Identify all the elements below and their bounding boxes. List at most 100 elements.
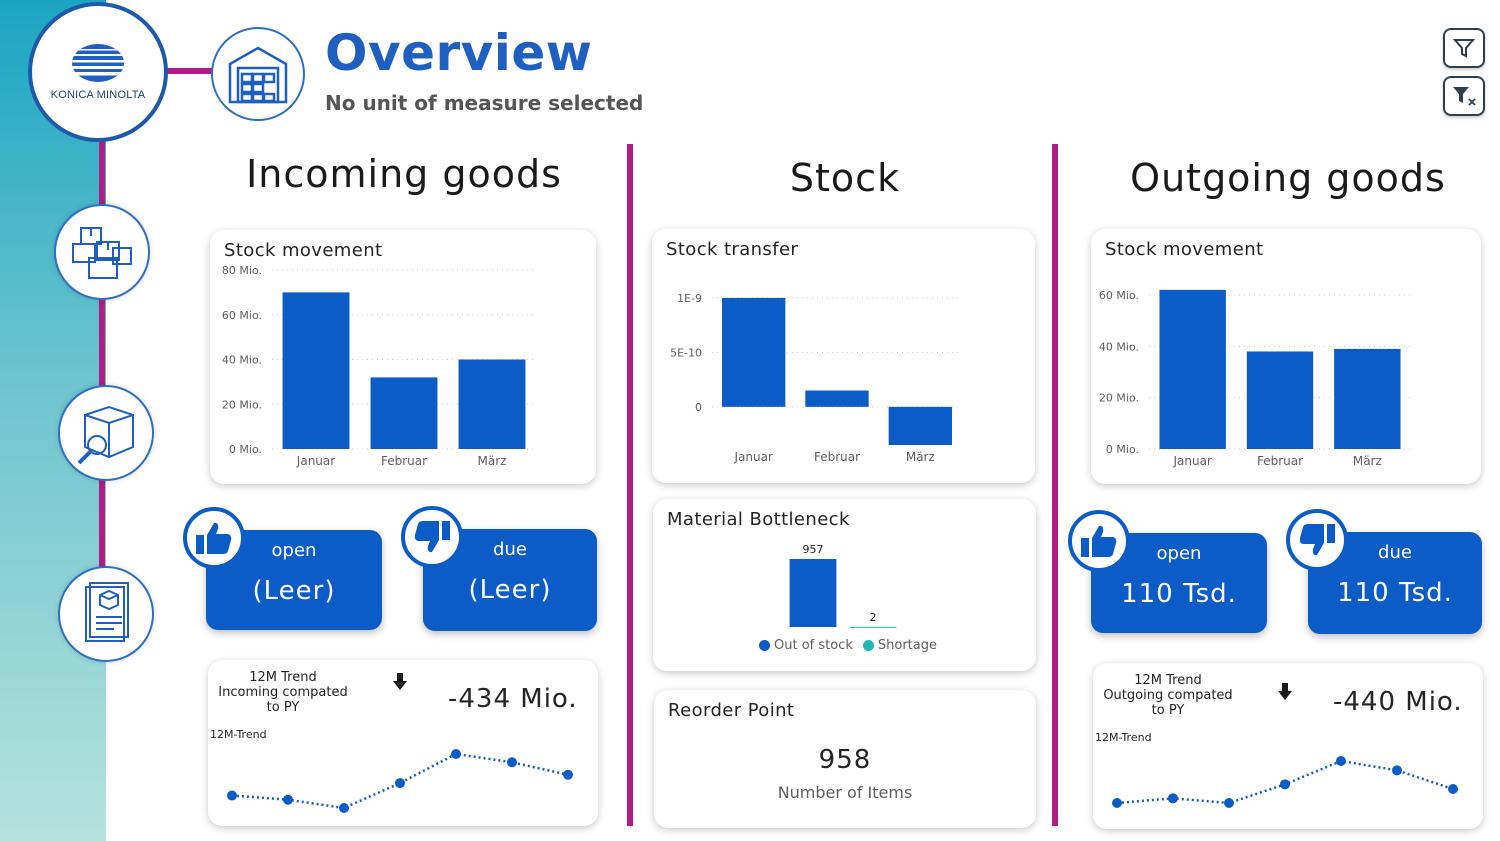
bottleneck-title: Material Bottleneck [667,509,850,530]
trend-point [451,749,461,759]
y-tick-label: 80 Mio. [222,264,262,277]
trend-value: -434 Mio. [448,684,578,714]
trend-label: 12M-Trend [210,728,267,741]
company-logo[interactable]: KONICA MINOLTA [28,2,168,142]
bar [282,292,350,449]
section-title-outgoing: Outgoing goods [1130,156,1446,200]
kpi-label: due [493,539,527,560]
section-divider-left [627,144,633,826]
outgoing-bar-chart: 0 Mio. 20 Mio. 40 Mio. 60 Mio. Januar Februar… [1099,289,1411,468]
reorder-title: Reorder Point [668,700,795,721]
y-tick-label: 20 Mio. [222,398,262,411]
y-tick-label: 0 Mio. [229,443,262,456]
y-tick-label: 40 Mio. [222,354,262,367]
x-tick-label: März [1353,454,1382,468]
nav-inspect[interactable] [58,385,154,481]
header-connector-line [165,68,215,74]
thumbs-up-icon [1081,525,1117,557]
trend-point [395,778,405,789]
trend-point [1448,784,1458,794]
section-divider-right [1052,144,1058,826]
kpi-value: (Leer) [468,575,552,605]
document-package-icon [85,582,129,642]
data-label: 957 [803,543,824,556]
down-arrow-icon [1278,683,1292,700]
y-tick-label: 60 Mio. [1099,289,1139,302]
outgoing-trend-chart [1112,756,1458,808]
bottleneck-bar-chart: 957 2 [789,543,897,628]
inspect-box-icon [77,405,134,465]
bar [789,559,837,627]
incoming-trend-chart [227,749,573,813]
nav-boxes[interactable] [54,204,150,300]
y-tick-label: 0 [695,401,702,414]
nav-connector-line [99,130,105,600]
nav-documents[interactable] [58,566,154,662]
trend-point [1392,765,1402,776]
thumbs-down-icon [1299,524,1335,556]
logo-text: KONICA MINOLTA [50,89,146,101]
outgoing-chart-card[interactable]: Stock movement 0 Mio. 20 Mio. 40 Mio. 60 Mi… [1091,229,1481,484]
legend-dot-shortage [862,640,874,651]
page-title: Overview [325,24,593,82]
filter-button[interactable] [1443,28,1485,68]
x-tick-label: Januar [296,454,335,468]
page-subtitle: No unit of measure selected [325,91,644,115]
trend-title: 12M Trend Incoming compated to PY [218,670,348,715]
y-tick-label: 1E-9 [677,292,702,305]
legend-label-shortage: Shortage [877,638,937,653]
bar [888,406,952,445]
trend-point [339,803,349,813]
clear-filter-button[interactable] [1443,76,1485,116]
section-title-stock: Stock [789,156,901,200]
kpi-value: 110 Tsd. [1337,578,1453,608]
warehouse-header-icon [211,27,305,121]
thumbs-up-badge [183,507,245,569]
y-tick-label: 20 Mio. [1099,392,1139,405]
logo-globe-icon [72,44,124,82]
thumbs-down-badge [401,506,463,568]
bottleneck-card[interactable]: Material Bottleneck 957 2 Out of stock Sh… [653,499,1036,671]
trend-title: 12M Trend Outgoing compated to PY [1103,673,1233,718]
incoming-bar-chart: 0 Mio. 20 Mio. 40 Mio. 60 Mio. 80 Mio. Januar… [222,264,536,468]
trend-point [283,794,293,805]
outgoing-chart-title: Stock movement [1105,239,1264,260]
bar [722,297,786,407]
warehouse-icon [228,46,288,104]
transfer-chart-title: Stock transfer [666,239,799,260]
trend-point [227,790,237,801]
legend-label-out-of-stock: Out of stock [774,638,853,653]
bar [458,359,526,449]
transfer-chart-card[interactable]: Stock transfer 0 5E-10 1E-9 Januar Februar Mä… [652,229,1035,483]
trend-point [1224,798,1234,808]
kpi-label: open [271,540,317,561]
trend-point [507,757,517,768]
bar [849,626,897,628]
trend-point [1112,798,1122,808]
x-tick-label: Februar [381,454,427,468]
incoming-trend-card[interactable]: 12M Trend Incoming compated to PY -434 M… [208,660,598,826]
transfer-bar-chart: 0 5E-10 1E-9 Januar Februar März [670,292,962,464]
kpi-value: (Leer) [252,576,336,606]
kpi-value: 110 Tsd. [1121,579,1237,609]
bottleneck-legend: Out of stock Shortage [759,638,937,653]
kpi-label: open [1156,543,1202,564]
legend-dot-out-of-stock [759,640,770,651]
trend-point [1168,793,1178,804]
x-tick-label: Januar [1172,454,1211,468]
outgoing-trend-card[interactable]: 12M Trend Outgoing compated to PY -440 M… [1093,663,1483,829]
down-arrow-icon [393,673,407,690]
x-tick-label: Februar [1257,454,1303,468]
reorder-card[interactable]: Reorder Point 958 Number of Items [654,690,1036,828]
y-tick-label: 5E-10 [670,346,702,359]
reorder-caption: Number of Items [777,783,913,802]
trend-point [1280,779,1290,790]
x-tick-label: Februar [814,450,860,464]
bar [805,390,869,407]
y-tick-label: 40 Mio. [1099,340,1139,353]
bar [1159,289,1226,449]
incoming-chart-card[interactable]: Stock movement 0 Mio. 20 Mio. 40 Mio. 60 Mi… [210,230,596,484]
filter-icon [1453,39,1475,58]
section-title-incoming: Incoming goods [246,152,562,196]
trend-point [1336,756,1346,766]
